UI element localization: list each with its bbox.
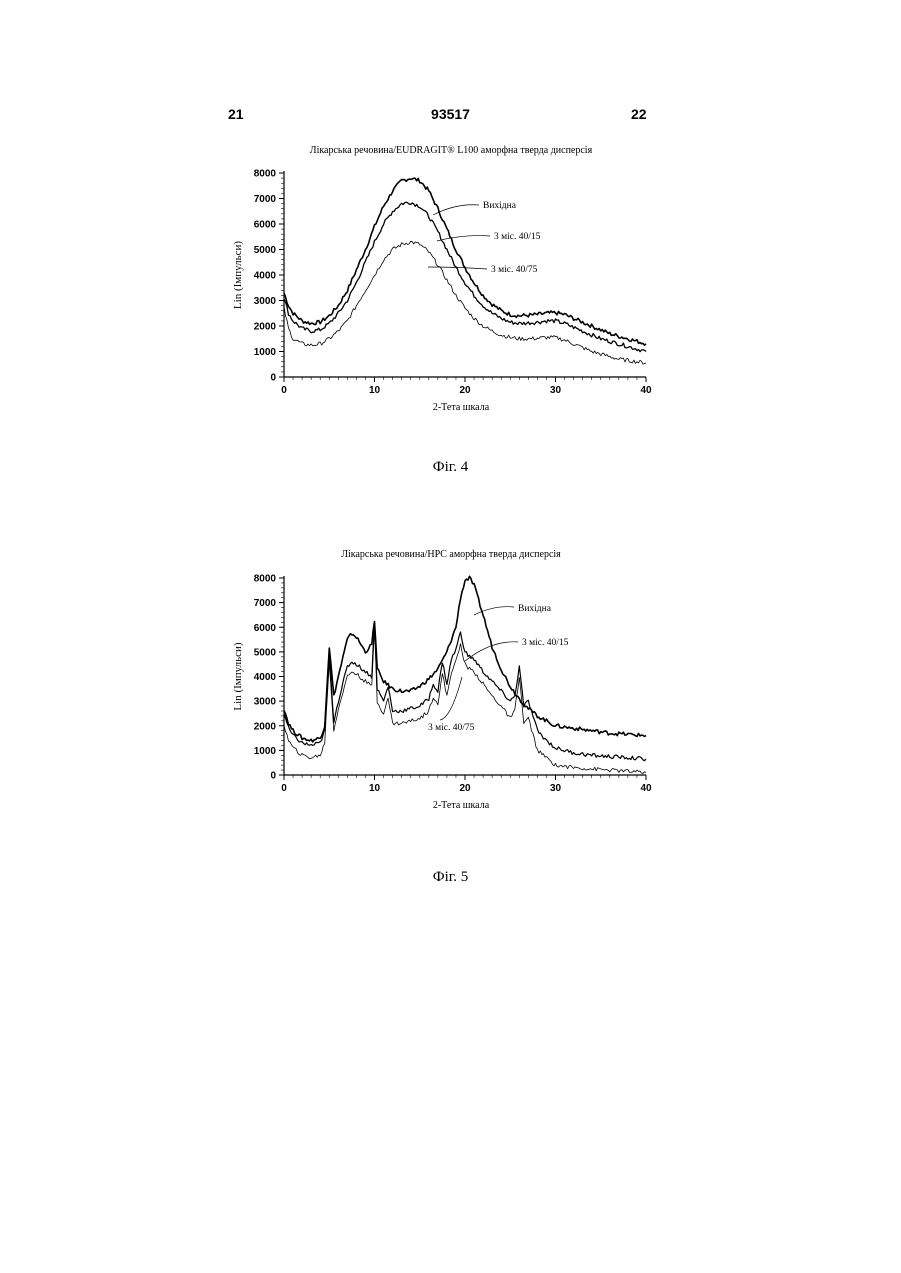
y-tick-label: 8000 bbox=[254, 169, 277, 180]
y-tick-label: 4000 bbox=[254, 672, 277, 683]
y-tick-label: 3000 bbox=[254, 697, 277, 708]
y-tick-label: 7000 bbox=[254, 194, 277, 205]
document-number: 93517 bbox=[0, 106, 901, 122]
page-number-right: 22 bbox=[631, 106, 647, 122]
y-tick-label: 1000 bbox=[254, 746, 277, 757]
y-tick-label: 3000 bbox=[254, 296, 277, 307]
x-axis-label: 2-Тета шкала bbox=[433, 402, 490, 413]
xrd-chart-fig4: Лікарська речовина/EUDRAGIT® L100 аморфн… bbox=[0, 140, 901, 430]
y-tick-label: 8000 bbox=[254, 574, 277, 585]
figure-4-caption: Фіг. 4 bbox=[0, 459, 901, 476]
x-tick-label: 40 bbox=[640, 783, 652, 794]
annotation-label: 3 міс. 40/15 bbox=[522, 638, 569, 648]
x-tick-label: 0 bbox=[281, 385, 287, 396]
x-tick-label: 10 bbox=[369, 385, 381, 396]
y-tick-label: 5000 bbox=[254, 647, 277, 658]
annotation-label: 3 міс. 40/75 bbox=[428, 723, 475, 733]
xrd-chart-fig5: Лікарська речовина/HPC аморфна тверда ди… bbox=[0, 545, 901, 835]
figure-5-caption: Фіг. 5 bbox=[0, 869, 901, 886]
annotation-label: Вихідна bbox=[518, 604, 552, 614]
y-tick-label: 4000 bbox=[254, 271, 277, 282]
x-tick-label: 30 bbox=[550, 783, 562, 794]
annotation-label: Вихідна bbox=[483, 201, 517, 211]
series-line-2 bbox=[284, 202, 646, 351]
series-line-2 bbox=[284, 622, 646, 761]
y-tick-label: 6000 bbox=[254, 623, 277, 634]
chart-title: Лікарська речовина/HPC аморфна тверда ди… bbox=[341, 549, 561, 560]
annotation-label: 3 міс. 40/15 bbox=[494, 232, 541, 242]
series-line-3 bbox=[284, 241, 646, 364]
y-tick-label: 7000 bbox=[254, 598, 277, 609]
y-tick-label: 1000 bbox=[254, 347, 277, 358]
x-axis-label: 2-Тета шкала bbox=[433, 800, 490, 811]
y-axis-label: Lin (Імпульси) bbox=[232, 642, 244, 710]
y-tick-label: 5000 bbox=[254, 245, 277, 256]
x-tick-label: 10 bbox=[369, 783, 381, 794]
chart-title: Лікарська речовина/EUDRAGIT® L100 аморфн… bbox=[310, 145, 593, 156]
annotation-leader bbox=[440, 677, 462, 720]
series-line-1 bbox=[284, 178, 646, 345]
x-tick-label: 0 bbox=[281, 783, 287, 794]
y-tick-label: 0 bbox=[270, 771, 276, 782]
annotation-label: 3 міс. 40/75 bbox=[491, 265, 538, 275]
x-tick-label: 40 bbox=[640, 385, 652, 396]
y-tick-label: 0 bbox=[270, 373, 276, 384]
y-tick-label: 2000 bbox=[254, 721, 277, 732]
y-tick-label: 6000 bbox=[254, 220, 277, 231]
x-tick-label: 20 bbox=[459, 385, 471, 396]
y-tick-label: 2000 bbox=[254, 322, 277, 333]
x-tick-label: 30 bbox=[550, 385, 562, 396]
y-axis-label: Lin (Імпульси) bbox=[232, 241, 244, 309]
series-line-1 bbox=[284, 576, 646, 742]
x-tick-label: 20 bbox=[459, 783, 471, 794]
annotation-leader bbox=[437, 236, 490, 241]
